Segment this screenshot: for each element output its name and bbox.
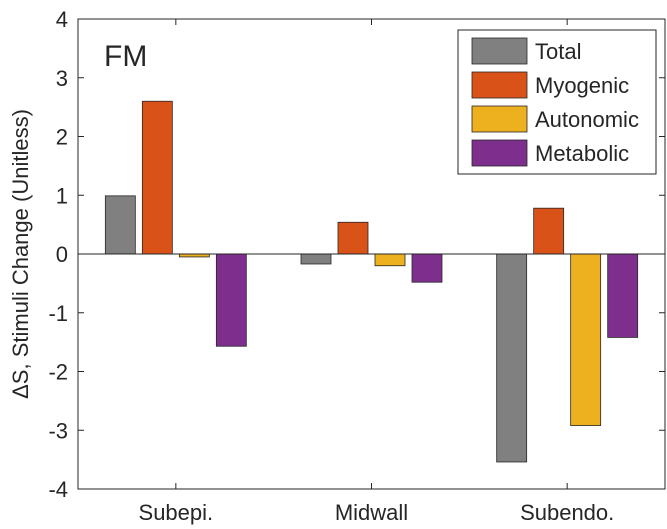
bars-layer [104,100,639,463]
y-tick-label: -3 [48,418,68,443]
legend-label-metabolic: Metabolic [535,141,629,166]
y-tick-label: -4 [48,477,68,502]
y-tick-label: 3 [56,66,68,91]
y-tick-label: -1 [48,301,68,326]
x-axis-ticks: Subepi. Midwall Subendo. [139,19,614,525]
bar-metabolic-subepi [215,253,247,347]
y-tick-label: -2 [48,360,68,385]
bar-total-subendo [496,253,528,463]
bar-autonomic-midwall [374,253,406,267]
bar-myogenic-midwall [337,221,369,255]
y-axis-label: ΔS, Stimuli Change (Unitless) [8,109,33,399]
bar-metabolic-subendo [607,253,639,338]
bar-myogenic-subepi [141,100,173,255]
x-tick-label-subepi: Subepi. [139,500,214,525]
y-tick-label: 2 [56,125,68,150]
bar-total-subepi [104,195,136,255]
legend-swatch-myogenic [471,71,528,99]
legend: Total Myogenic Autonomic Metabolic [457,29,657,175]
bar-total-midwall [300,253,332,265]
legend-label-autonomic: Autonomic [535,107,639,132]
legend-label-myogenic: Myogenic [535,73,629,98]
bar-autonomic-subendo [570,253,602,426]
y-tick-label: 1 [56,183,68,208]
x-tick-label-midwall: Midwall [335,500,408,525]
bar-myogenic-subendo [533,207,565,255]
y-axis-ticks: -4 -3 -2 -1 0 1 2 3 4 [48,7,665,502]
legend-swatch-autonomic [471,105,528,133]
legend-label-total: Total [535,39,581,64]
y-tick-label: 0 [56,242,68,267]
x-tick-label-subendo: Subendo. [520,500,614,525]
bar-metabolic-midwall [411,253,443,283]
y-tick-label: 4 [56,7,68,32]
legend-swatch-metabolic [471,139,528,167]
legend-swatch-total [471,37,528,65]
chart-annotation-fm: FM [104,40,147,73]
